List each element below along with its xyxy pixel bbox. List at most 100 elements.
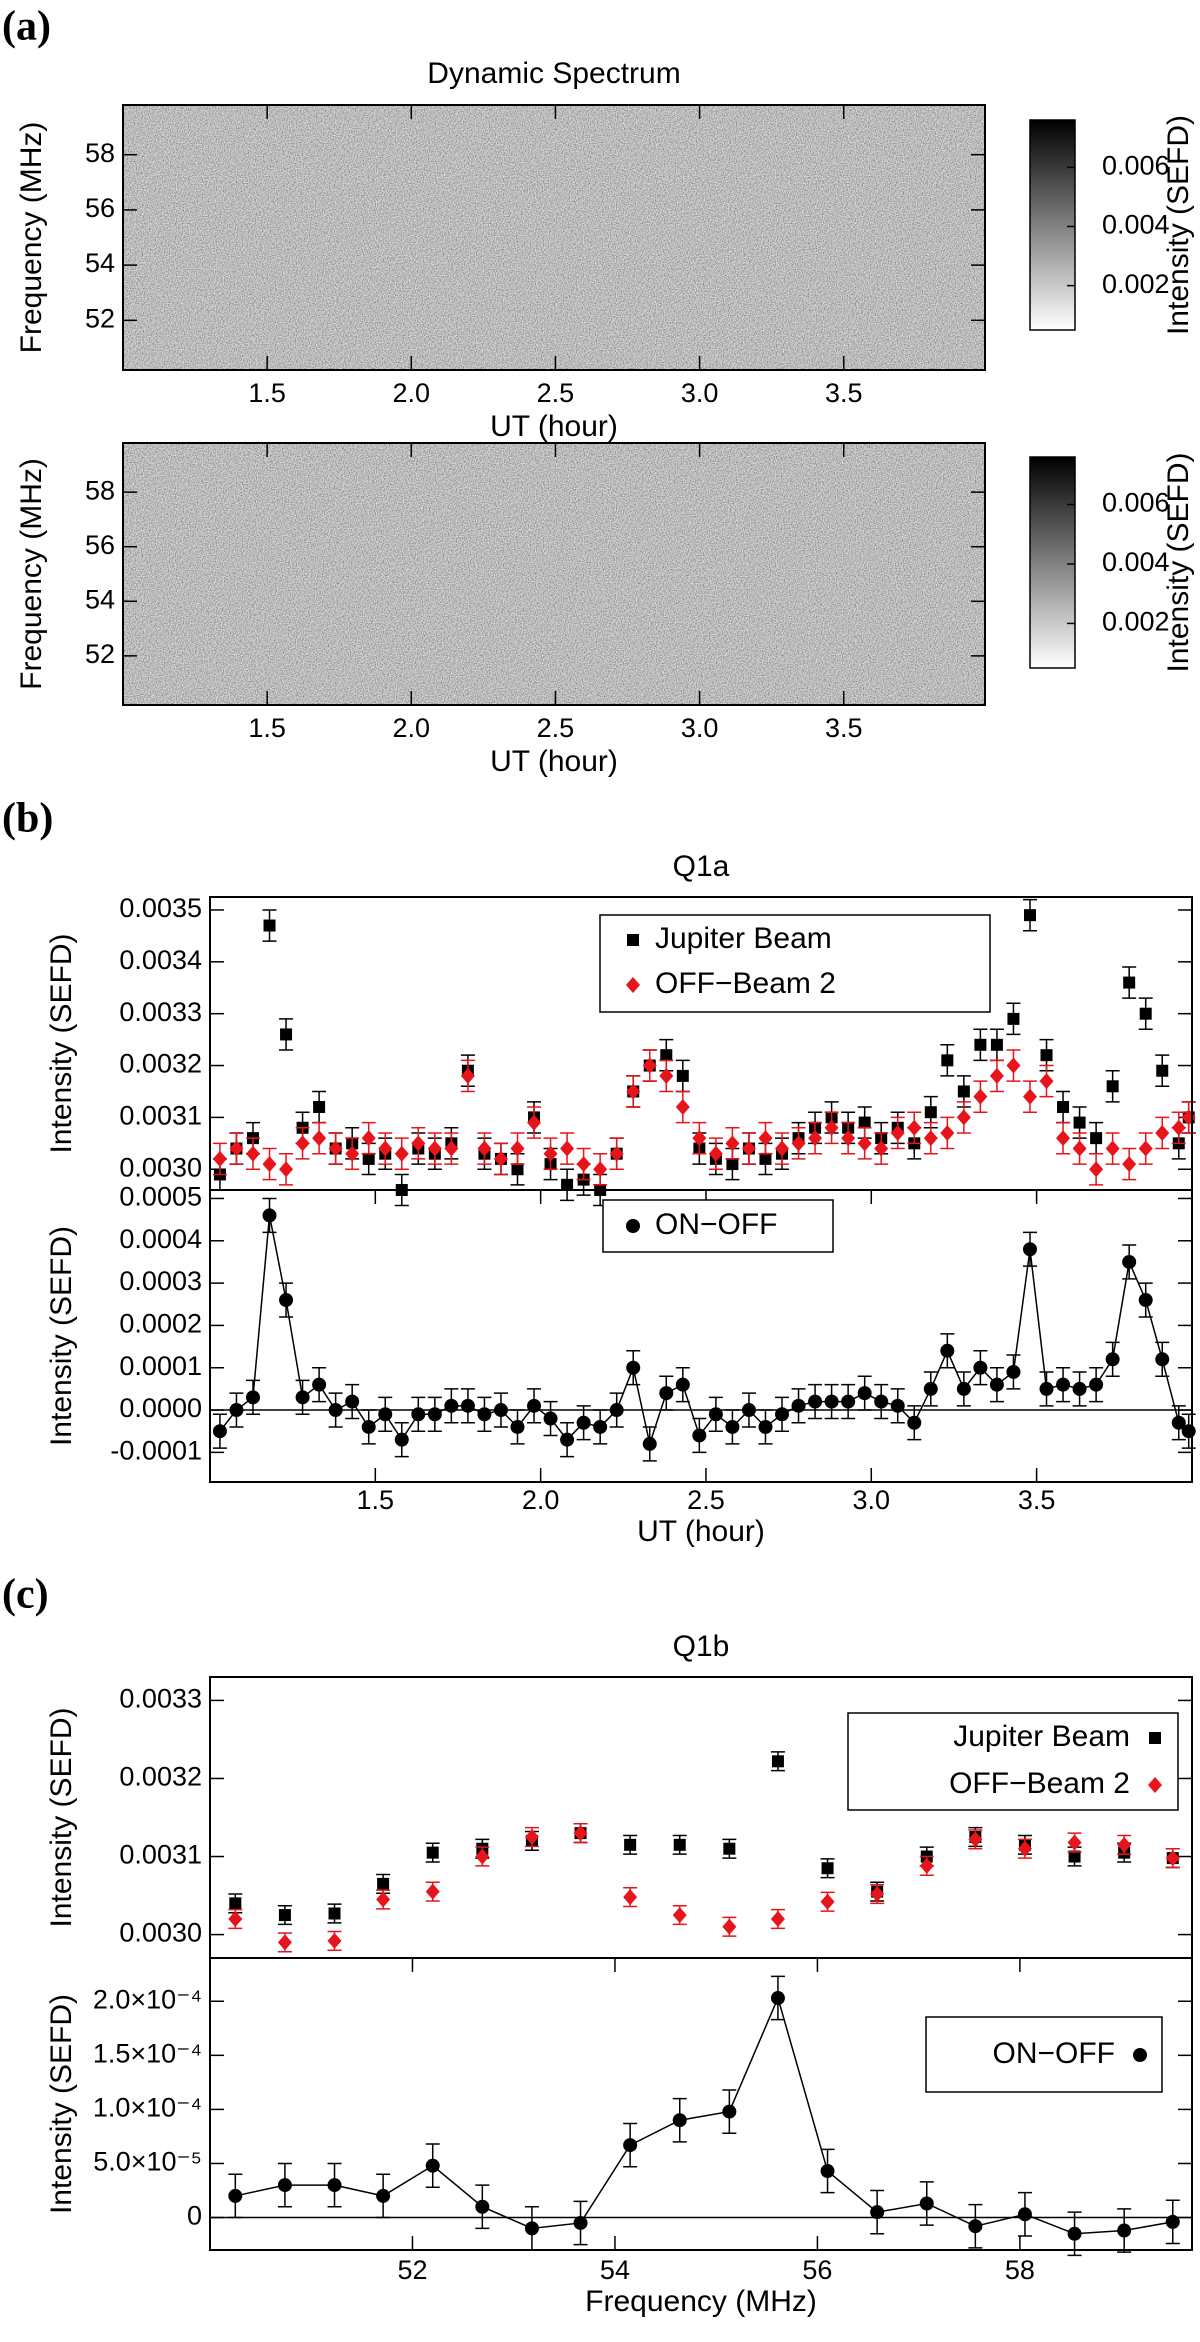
marker-diamond	[1022, 1088, 1037, 1105]
colorbar	[1029, 119, 1076, 331]
marker-diamond	[212, 1150, 227, 1167]
legend-label: ON−OFF	[655, 1208, 778, 1241]
marker-diamond	[593, 1161, 608, 1178]
marker-square	[821, 1862, 834, 1875]
marker-circle	[626, 1360, 641, 1375]
marker-square	[362, 1152, 375, 1165]
marker-circle	[378, 1407, 393, 1422]
marker-circle	[989, 1377, 1004, 1392]
marker-square	[676, 1069, 689, 1082]
marker-diamond	[425, 1883, 440, 1900]
marker-square	[627, 934, 639, 946]
marker-circle	[692, 1428, 707, 1443]
marker-diamond	[328, 1140, 343, 1157]
marker-diamond	[543, 1145, 558, 1162]
marker-square	[229, 1897, 242, 1910]
marker-diamond	[1148, 1777, 1162, 1793]
marker-square	[1057, 1101, 1070, 1114]
marker-diamond	[623, 1889, 638, 1906]
panel-label: (c)	[2, 1572, 49, 1618]
marker-diamond	[923, 1130, 938, 1147]
colorbar-tick-label: 0.002	[1102, 269, 1170, 299]
marker-diamond	[1089, 1161, 1104, 1178]
x-tick-label: 3.5	[1018, 1485, 1056, 1515]
x-axis-label: UT (hour)	[490, 745, 618, 778]
marker-circle	[907, 1415, 922, 1430]
marker-diamond	[824, 1119, 839, 1136]
marker-diamond	[692, 1130, 707, 1147]
marker-circle	[1022, 1242, 1037, 1257]
marker-circle	[524, 2221, 539, 2236]
marker-square	[1123, 976, 1136, 989]
marker-circle	[758, 1419, 773, 1434]
marker-diamond	[609, 1145, 624, 1162]
colorbar-tick-label: 0.006	[1102, 488, 1170, 518]
marker-circle	[411, 1407, 426, 1422]
marker-square	[974, 1038, 987, 1051]
y-tick-label: 1.0×10⁻⁴	[93, 2093, 202, 2123]
legend-label: OFF−Beam 2	[655, 967, 836, 1000]
x-tick-label: 58	[1005, 2255, 1035, 2285]
marker-square	[1040, 1049, 1053, 1062]
marker-diamond	[477, 1140, 492, 1157]
marker-circle	[973, 1360, 988, 1375]
marker-square	[1106, 1080, 1119, 1093]
marker-circle	[824, 1394, 839, 1409]
marker-circle	[857, 1386, 872, 1401]
marker-circle	[1039, 1381, 1054, 1396]
marker-diamond	[277, 1934, 292, 1951]
marker-diamond	[675, 1099, 690, 1116]
y-tick-label: 0.0035	[119, 893, 202, 923]
y-tick-label: 0.0030	[119, 1918, 202, 1948]
marker-circle	[527, 1398, 542, 1413]
marker-circle	[279, 1293, 294, 1308]
marker-diamond	[279, 1161, 294, 1178]
marker-square	[924, 1106, 937, 1119]
x-axis-label: Frequency (MHz)	[585, 2285, 817, 2318]
colorbar-tick-label: 0.002	[1102, 607, 1170, 637]
marker-square	[1007, 1012, 1020, 1025]
colorbar-tick-label: 0.006	[1102, 150, 1170, 180]
marker-circle	[874, 1394, 889, 1409]
marker-diamond	[560, 1140, 575, 1157]
marker-circle	[444, 1398, 459, 1413]
y-axis-label: Intensity (SEFD)	[45, 933, 78, 1153]
y-tick-label: 0.0002	[119, 1309, 202, 1339]
x-axis-label: UT (hour)	[637, 1515, 765, 1548]
marker-square	[941, 1054, 954, 1067]
marker-circle	[361, 1419, 376, 1434]
marker-diamond	[659, 1067, 674, 1084]
chart-title: Dynamic Spectrum	[427, 57, 680, 90]
y-tick-label: 0.0001	[119, 1351, 202, 1381]
x-tick-label: 3.0	[853, 1485, 891, 1515]
marker-circle	[475, 2199, 490, 2214]
marker-diamond	[573, 1825, 588, 1842]
marker-circle	[576, 1415, 591, 1430]
panel-label: (b)	[2, 796, 53, 842]
marker-diamond	[524, 1829, 539, 1846]
marker-square	[1023, 909, 1036, 922]
y-tick-label: 58	[85, 475, 115, 505]
y-axis-label: Intensity (SEFD)	[45, 1994, 78, 2214]
marker-diamond	[775, 1140, 790, 1157]
marker-diamond	[576, 1156, 591, 1173]
marker-diamond	[229, 1140, 244, 1157]
x-tick-label: 1.5	[248, 713, 286, 743]
y-tick-label: 0.0033	[119, 997, 202, 1027]
marker-square	[957, 1085, 970, 1098]
marker-diamond	[1072, 1140, 1087, 1157]
marker-circle	[1105, 1352, 1120, 1367]
marker-diamond	[874, 1140, 889, 1157]
marker-diamond	[857, 1135, 872, 1152]
marker-diamond	[327, 1932, 342, 1949]
y-tick-label: 0.0005	[119, 1182, 202, 1212]
marker-diamond	[378, 1140, 393, 1157]
marker-circle	[245, 1390, 260, 1405]
marker-circle	[623, 2138, 638, 2153]
marker-diamond	[725, 1135, 740, 1152]
marker-diamond	[758, 1130, 773, 1147]
marker-diamond	[510, 1140, 525, 1157]
marker-circle	[609, 1403, 624, 1418]
marker-diamond	[493, 1150, 508, 1167]
marker-circle	[841, 1394, 856, 1409]
